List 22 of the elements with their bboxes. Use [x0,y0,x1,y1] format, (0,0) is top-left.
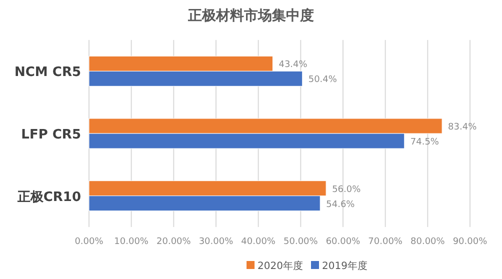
legend-label: 2020年度 [258,260,303,272]
x-tick-label: 20.00% [156,237,192,247]
data-label: 74.5% [410,138,440,148]
data-label: 56.0% [332,184,362,195]
chart-title: 正极材料市场集中度 [187,7,314,24]
x-tick-label: 0.00% [74,237,104,247]
y-tick-label: LFP CR5 [21,128,81,142]
x-tick-label: 60.00% [326,237,361,247]
data-label: 50.4% [308,75,338,86]
x-tick-label: 30.00% [198,237,234,247]
x-tick-label: 70.00% [368,237,403,247]
y-tick-label: NCM CR5 [14,65,81,80]
legend-label: 2019年度 [322,260,368,272]
y-tick-label: 正极CR10 [16,190,81,205]
x-tick-label: 50.00% [284,237,318,247]
x-tick-label: 10.00% [114,237,149,247]
x-tick-label: 80.00% [410,237,446,247]
x-tick-label: 90.00% [452,237,488,247]
data-label: 43.4% [278,60,308,70]
x-tick-label: 40.00% [241,237,276,247]
data-label: 54.6% [326,200,356,210]
data-label: 83.4% [448,122,478,132]
